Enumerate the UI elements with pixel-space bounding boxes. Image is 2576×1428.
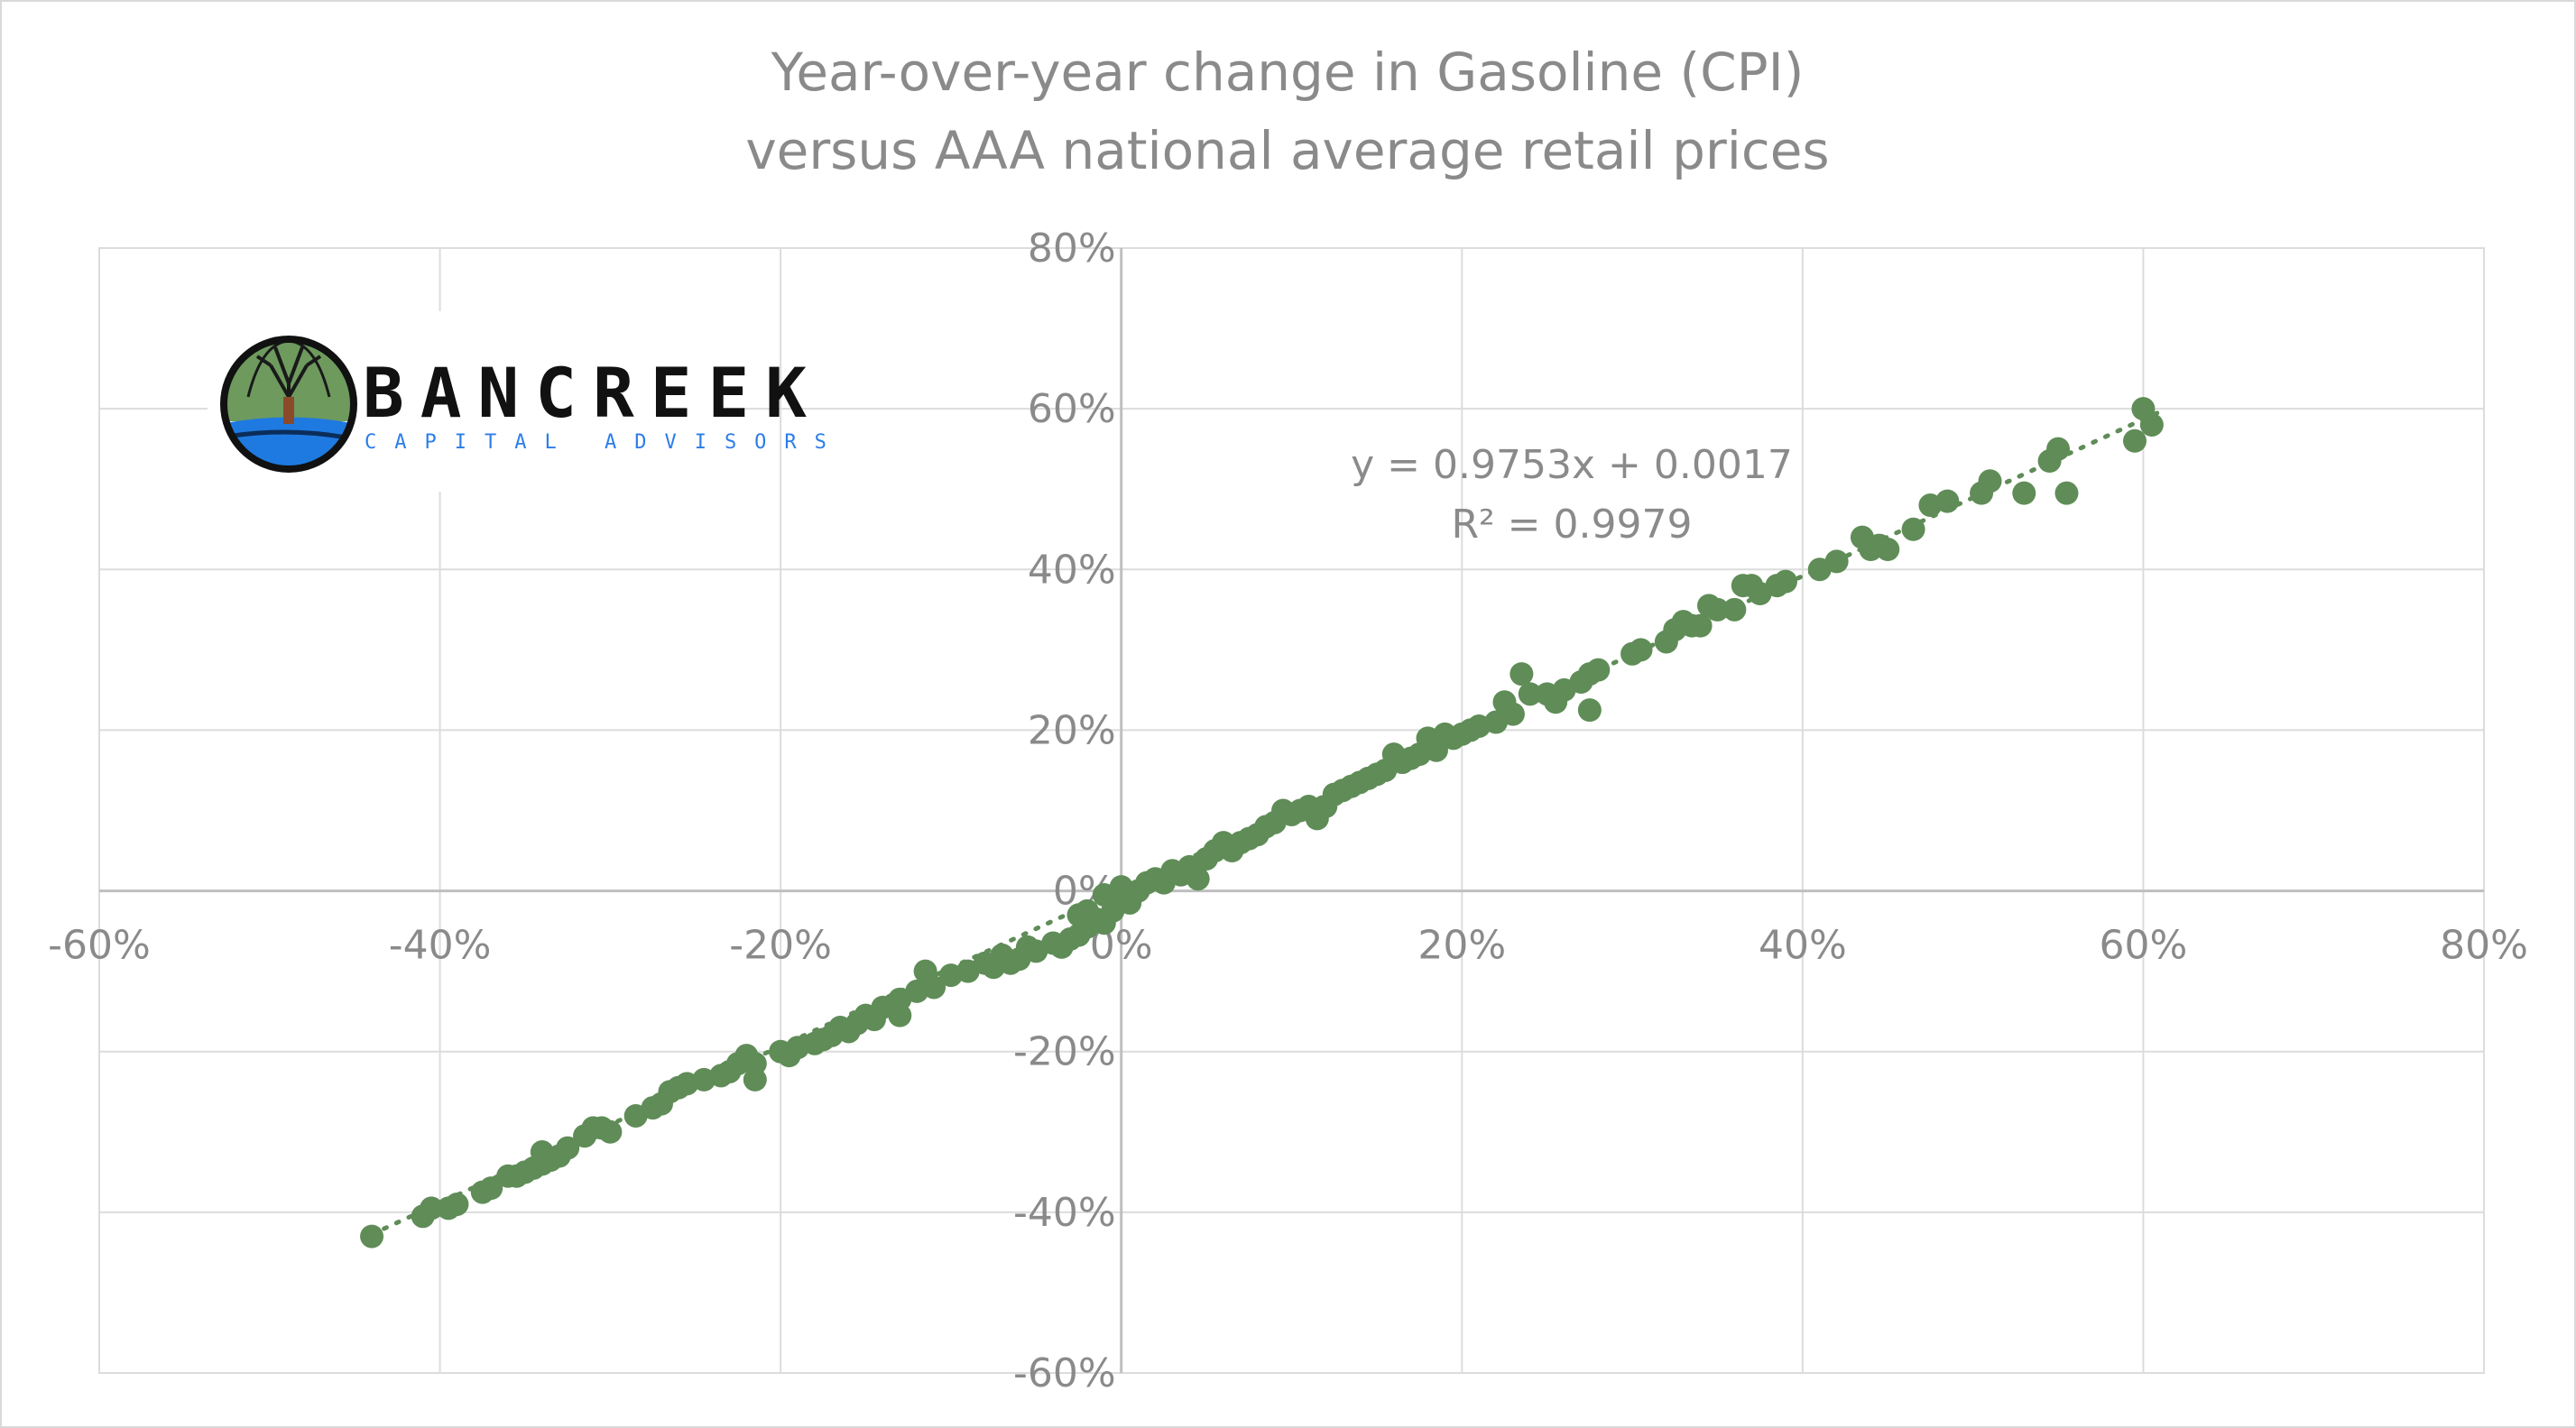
data-points: [360, 397, 2164, 1248]
axes: [99, 248, 2484, 1373]
x-tick-label-5: 40%: [1759, 923, 1847, 969]
data-point-0-124: [1586, 658, 1611, 682]
data-point-0-142: [1824, 549, 1849, 574]
data-point-0-32: [743, 1052, 767, 1076]
y-tick-label-3: 20%: [1028, 707, 1116, 753]
y-tick-label-1: 60%: [1028, 386, 1116, 432]
data-point-0-147: [1901, 517, 1925, 541]
y-axis-tick-labels: 80%60%40%20%0%-20%-40%-60%: [1013, 226, 1116, 1396]
data-point-0-117: [1510, 662, 1534, 686]
y-tick-label-2: 40%: [1028, 547, 1116, 593]
data-point-0-135: [1722, 597, 1747, 622]
data-point-0-6: [479, 1176, 503, 1201]
x-tick-label-4: 20%: [1417, 923, 1506, 969]
data-point-0-46: [888, 1003, 912, 1027]
x-tick-label-0: -60%: [48, 923, 151, 969]
tree-emblem-icon: [220, 336, 357, 473]
x-tick-label-2: -20%: [729, 923, 832, 969]
x-tick-label-6: 60%: [2100, 923, 2188, 969]
gridlines: [98, 247, 2485, 1374]
data-point-0-140: [1773, 569, 1797, 594]
data-point-0-0: [360, 1224, 384, 1248]
data-point-0-158: [2139, 412, 2164, 437]
data-point-0-116: [1500, 702, 1525, 726]
data-point-0-149: [1935, 489, 1960, 513]
data-point-0-134: [1705, 597, 1730, 622]
data-point-0-154: [2046, 437, 2071, 461]
y-tick-label-5: -20%: [1013, 1029, 1116, 1075]
data-point-0-19: [598, 1119, 623, 1144]
logo-subtitle: CAPITAL ADVISORS: [365, 431, 845, 454]
data-point-0-146: [1876, 538, 1900, 562]
logo-wordmark: BANCREEK: [363, 353, 823, 433]
data-point-0-125: [1577, 698, 1602, 723]
chart-subtitle: versus AAA national average retail price…: [745, 120, 1829, 181]
data-point-0-151: [1978, 469, 2002, 493]
trendline-equation: y = 0.9753x + 0.0017: [1351, 442, 1793, 488]
y-tick-label-0: 80%: [1028, 226, 1116, 272]
data-point-0-2: [420, 1196, 444, 1221]
data-point-0-152: [2012, 481, 2036, 505]
data-point-0-71: [1066, 903, 1091, 927]
data-point-0-31: [743, 1067, 767, 1092]
data-point-0-80: [1186, 867, 1210, 891]
bancreek-logo: BANCREEK CAPITAL ADVISORS: [208, 311, 845, 492]
y-tick-label-7: -60%: [1013, 1350, 1116, 1396]
x-tick-label-7: 80%: [2440, 923, 2528, 969]
data-point-0-4: [445, 1192, 469, 1216]
data-point-0-132: [1688, 613, 1713, 638]
y-tick-label-6: -40%: [1013, 1190, 1116, 1236]
data-point-0-127: [1629, 638, 1653, 662]
data-point-0-73: [1109, 875, 1133, 899]
x-axis-tick-labels: -60% -40% -20% 0% 20% 40% 60% 80%: [48, 923, 2528, 969]
data-point-0-15: [556, 1136, 580, 1160]
data-point-0-155: [2054, 481, 2079, 505]
data-point-0-156: [2122, 428, 2147, 453]
data-point-0-49: [922, 975, 946, 1000]
data-point-0-118: [1518, 682, 1542, 706]
chart-title: Year-over-year change in Gasoline (CPI): [771, 41, 1805, 103]
x-tick-label-1: -40%: [389, 923, 492, 969]
trendline-r-squared: R² = 0.9979: [1451, 502, 1692, 548]
